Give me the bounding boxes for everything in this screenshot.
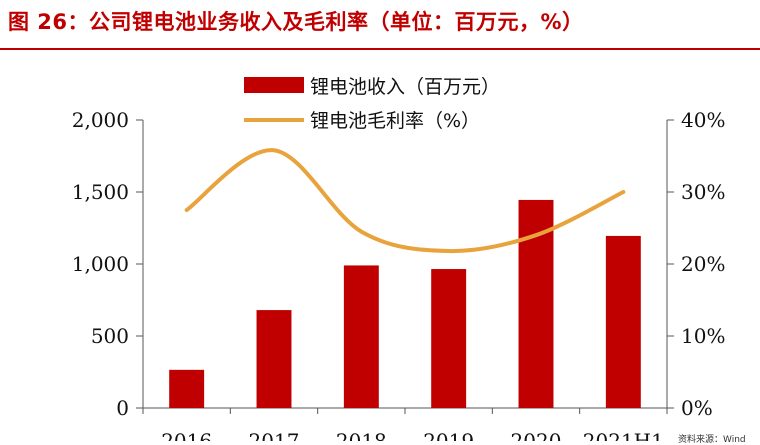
x-axis-label-2018: 2018 xyxy=(336,429,387,441)
left-axis-tick-label: 0 xyxy=(116,396,129,420)
right-axis-tick-label: 30% xyxy=(681,180,725,204)
margin-line xyxy=(187,150,624,251)
x-axis-label-2019: 2019 xyxy=(423,429,474,441)
legend-label-margin: 锂电池毛利率（%） xyxy=(310,110,480,132)
legend-swatch-revenue xyxy=(244,77,304,93)
right-axis-tick-label: 40% xyxy=(681,108,725,132)
right-axis-tick-label: 0% xyxy=(681,396,713,420)
x-axis-label-2020: 2020 xyxy=(511,429,562,441)
x-axis-label-2016: 2016 xyxy=(161,429,212,441)
bar-2019 xyxy=(431,269,466,408)
bar-2021H1 xyxy=(606,236,641,408)
right-axis-tick-label: 20% xyxy=(681,252,725,276)
x-axis-label-2017: 2017 xyxy=(249,429,300,441)
bar-2017 xyxy=(257,310,292,408)
left-axis-tick-label: 1,000 xyxy=(72,252,129,276)
bar-2016 xyxy=(169,370,204,408)
left-axis-tick-label: 1,500 xyxy=(72,180,129,204)
source-footnote: 资料来源：Wind xyxy=(678,432,746,445)
x-axis-label-2021H1: 2021H1 xyxy=(583,429,664,441)
left-axis-tick-label: 500 xyxy=(91,324,129,348)
left-axis-tick-label: 2,000 xyxy=(72,108,129,132)
legend-label-revenue: 锂电池收入（百万元） xyxy=(310,76,500,98)
right-axis-tick-label: 10% xyxy=(681,324,725,348)
bar-2018 xyxy=(344,265,379,408)
